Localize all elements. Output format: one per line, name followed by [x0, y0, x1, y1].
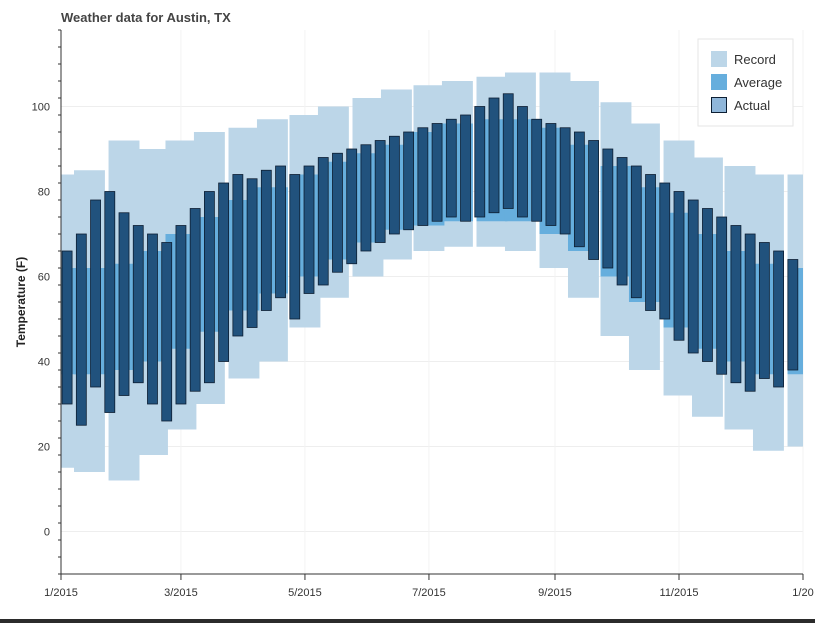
actual-bar — [132, 225, 144, 384]
window-bottom-edge — [0, 619, 815, 623]
y-tick-label: 40 — [38, 357, 50, 369]
actual-bar — [374, 140, 386, 243]
actual-bar — [175, 225, 187, 405]
legend-swatch-average — [711, 74, 727, 90]
actual-bar — [445, 118, 457, 218]
y-tick-label: 0 — [44, 527, 50, 539]
x-tick-label: 11/2015 — [660, 587, 699, 599]
actual-bar — [90, 199, 101, 388]
y-tick-label: 100 — [32, 102, 50, 114]
actual-bar — [573, 131, 585, 248]
actual-bar — [147, 233, 158, 405]
y-ticks: 0 20 40 60 80 100 — [32, 29, 61, 575]
actual-bar — [630, 165, 642, 299]
actual-bar — [474, 106, 486, 218]
actual-bar — [787, 259, 799, 371]
actual-bar — [417, 127, 429, 226]
actual-bar — [702, 208, 713, 362]
actual-bar — [317, 157, 329, 286]
x-tick-label: 5/2015 — [288, 587, 322, 599]
legend-label-record: Record — [734, 52, 776, 67]
actual-bar — [730, 225, 742, 384]
chart-title: Weather data for Austin, TX — [61, 10, 231, 25]
legend-label-average: Average — [734, 75, 782, 90]
x-tick-label: 1/20 — [792, 587, 813, 599]
actual-bar — [189, 208, 201, 392]
actual-bar — [118, 212, 130, 396]
x-tick-label: 7/2015 — [412, 587, 446, 599]
y-tick-label: 20 — [38, 442, 50, 454]
actual-bar — [773, 250, 784, 388]
actual-bar — [360, 144, 372, 252]
actual-bar — [388, 135, 400, 235]
x-tick-label: 3/2015 — [164, 587, 198, 599]
actual-bar — [161, 242, 173, 422]
actual-bar — [559, 127, 571, 235]
actual-bar — [403, 131, 415, 231]
y-tick-label: 80 — [38, 187, 50, 199]
y-tick-label: 60 — [38, 272, 50, 284]
actual-bar — [246, 178, 258, 328]
actual-bar — [758, 242, 770, 379]
legend: Record Average Actual — [697, 38, 794, 127]
actual-bar — [502, 93, 514, 209]
actual-bar — [645, 174, 656, 311]
actual-bar — [289, 174, 301, 320]
legend-label-actual: Actual — [734, 98, 770, 113]
actual-bar — [232, 174, 244, 337]
y-axis-label: Temperature (F) — [14, 257, 28, 347]
actual-bar — [659, 182, 671, 320]
legend-swatch-actual — [711, 97, 727, 113]
actual-bar — [431, 123, 443, 222]
actual-bar — [488, 97, 500, 214]
actual-bar — [204, 191, 215, 384]
x-tick-label: 1/2015 — [44, 587, 78, 599]
actual-bar — [616, 157, 628, 286]
x-tick-label: 9/2015 — [538, 587, 572, 599]
actual-bar — [332, 152, 343, 273]
actual-bar — [260, 169, 272, 311]
x-ticks: 1/2015 3/2015 5/2015 7/2015 9/2015 11/2015 1/2… — [44, 574, 814, 599]
actual-bar — [716, 216, 728, 375]
actual-bar — [602, 148, 614, 269]
actual-bar — [460, 114, 471, 222]
actual-bar — [673, 191, 685, 341]
actual-bar — [275, 165, 286, 299]
actual-bar — [61, 250, 73, 405]
actual-bar — [588, 140, 600, 260]
actual-series — [61, 93, 799, 426]
actual-bar — [104, 191, 116, 413]
actual-bar — [531, 118, 543, 222]
actual-bar — [545, 123, 557, 226]
actual-bar — [744, 233, 756, 392]
actual-bar — [517, 106, 528, 218]
actual-bar — [218, 182, 230, 362]
legend-swatch-record — [711, 51, 727, 67]
actual-bar — [75, 233, 87, 426]
actual-bar — [303, 165, 315, 294]
actual-bar — [687, 199, 699, 354]
actual-bar — [346, 148, 358, 265]
